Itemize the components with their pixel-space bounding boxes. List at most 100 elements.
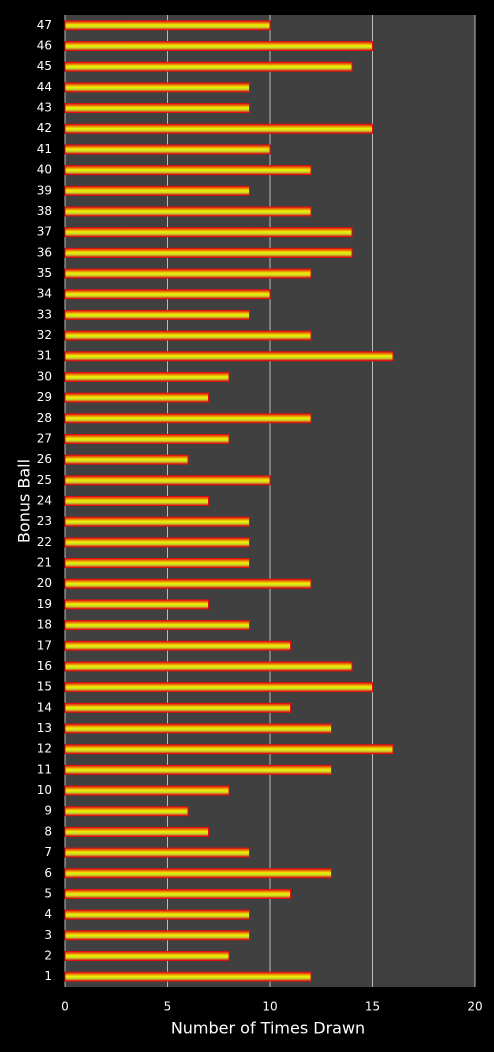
y-tick-label: 33 [37, 307, 52, 321]
x-tick-label: 20 [467, 1000, 482, 1014]
y-tick-label: 11 [37, 762, 52, 776]
y-tick-label: 18 [37, 618, 52, 632]
bar [64, 599, 209, 610]
bar [64, 144, 271, 155]
bar [64, 806, 189, 817]
y-tick-label: 30 [37, 369, 52, 383]
bar [64, 661, 353, 672]
bar [64, 640, 291, 651]
y-tick-label: 3 [44, 928, 52, 942]
bar [64, 475, 271, 486]
y-tick-label: 15 [37, 680, 52, 694]
bar [64, 206, 312, 217]
y-tick-label: 1 [44, 969, 52, 983]
bar [64, 558, 250, 569]
bar [64, 868, 332, 879]
bar [64, 123, 373, 134]
bar [64, 971, 312, 982]
y-tick-label: 41 [37, 142, 52, 156]
y-tick-label: 10 [37, 783, 52, 797]
bar [64, 930, 250, 941]
y-tick-label: 2 [44, 948, 52, 962]
bar [64, 185, 250, 196]
y-tick-label: 25 [37, 473, 52, 487]
y-tick-label: 38 [37, 204, 52, 218]
y-tick-label: 46 [37, 39, 52, 53]
bar [64, 227, 353, 238]
y-tick-label: 44 [37, 80, 52, 94]
y-tick-label: 4 [44, 907, 52, 921]
bar [64, 433, 230, 444]
bar [64, 888, 291, 899]
bar [64, 61, 353, 72]
bar [64, 165, 312, 176]
x-tick-label: 10 [262, 1000, 277, 1014]
y-tick-label: 12 [37, 742, 52, 756]
bar [64, 351, 394, 362]
bar [64, 826, 209, 837]
bar [64, 537, 250, 548]
bar [64, 682, 373, 693]
y-tick-label: 22 [37, 535, 52, 549]
x-tick-label: 15 [365, 1000, 380, 1014]
bar [64, 620, 250, 631]
bar [64, 723, 332, 734]
bar [64, 41, 373, 52]
bar [64, 371, 230, 382]
bar [64, 764, 332, 775]
y-axis-title: Bonus Ball [15, 459, 34, 543]
y-tick-label: 39 [37, 183, 52, 197]
bar [64, 516, 250, 527]
y-tick-label: 40 [37, 163, 52, 177]
y-tick-label: 47 [37, 18, 52, 32]
y-tick-label: 16 [37, 659, 52, 673]
y-tick-label: 19 [37, 597, 52, 611]
bar [64, 82, 250, 93]
bar [64, 744, 394, 755]
bar [64, 785, 230, 796]
bar [64, 950, 230, 961]
y-tick-label: 9 [44, 804, 52, 818]
bar [64, 268, 312, 279]
y-tick-label: 27 [37, 431, 52, 445]
bar [64, 702, 291, 713]
y-tick-label: 13 [37, 721, 52, 735]
y-tick-label: 21 [37, 556, 52, 570]
bar [64, 392, 209, 403]
bar [64, 330, 312, 341]
y-tick-label: 32 [37, 328, 52, 342]
y-tick-label: 5 [44, 886, 52, 900]
y-tick-label: 14 [37, 700, 52, 714]
y-tick-label: 37 [37, 225, 52, 239]
bar [64, 309, 250, 320]
bar [64, 578, 312, 589]
y-tick-label: 36 [37, 245, 52, 259]
y-tick-label: 6 [44, 866, 52, 880]
y-tick-label: 43 [37, 101, 52, 115]
y-tick-label: 20 [37, 576, 52, 590]
bar [64, 289, 271, 300]
x-tick-label: 0 [61, 1000, 69, 1014]
y-tick-label: 23 [37, 514, 52, 528]
bar [64, 454, 189, 465]
y-tick-label: 24 [37, 494, 52, 508]
bar [64, 847, 250, 858]
y-tick-label: 45 [37, 59, 52, 73]
y-tick-label: 26 [37, 452, 52, 466]
y-tick-label: 29 [37, 390, 52, 404]
bar [64, 496, 209, 506]
y-tick-label: 7 [44, 845, 52, 859]
y-tick-label: 35 [37, 266, 52, 280]
y-tick-label: 42 [37, 121, 52, 135]
x-axis-title: Number of Times Drawn [171, 1019, 365, 1038]
y-tick-label: 8 [44, 824, 52, 838]
bar [64, 20, 271, 31]
y-tick-label: 34 [37, 287, 52, 301]
y-tick-label: 28 [37, 411, 52, 425]
bar [64, 413, 312, 424]
y-tick-label: 17 [37, 638, 52, 652]
bar [64, 103, 250, 114]
x-tick-label: 5 [164, 1000, 172, 1014]
